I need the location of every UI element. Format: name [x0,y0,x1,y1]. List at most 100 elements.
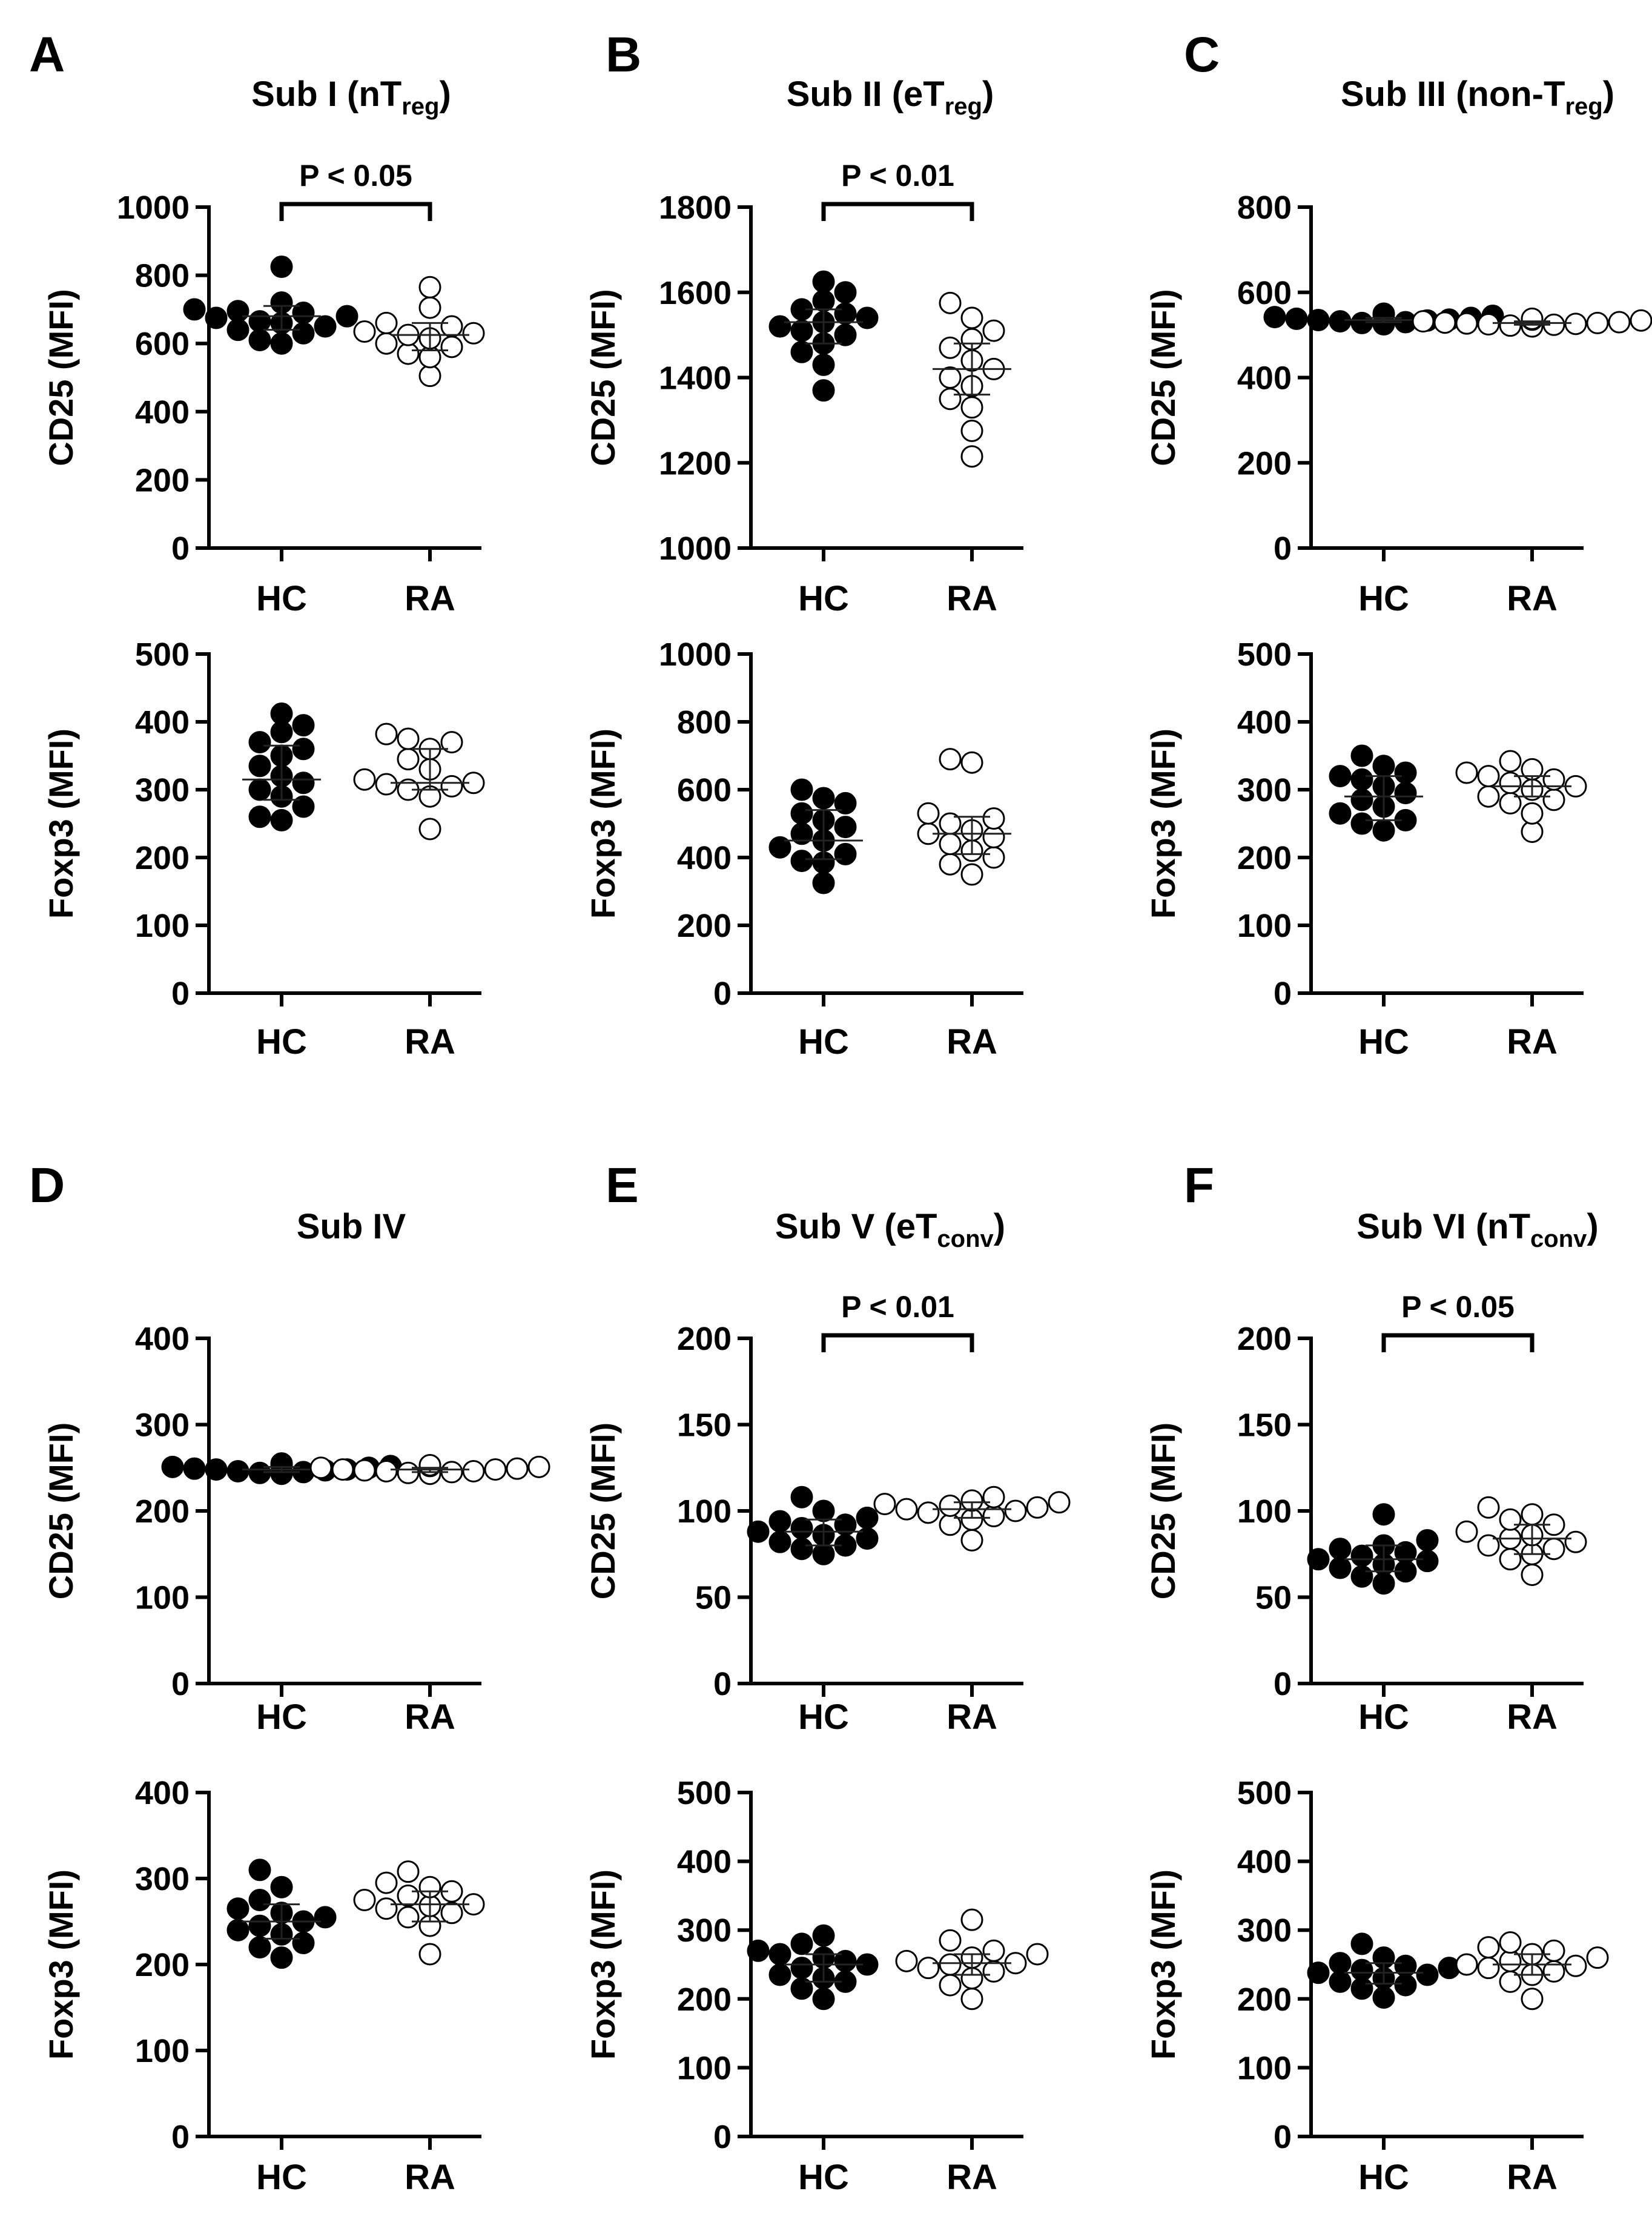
data-point [790,850,813,873]
y-tick-label: 400 [135,1321,190,1357]
data-point [790,1485,813,1508]
y-axis-label: Foxp3 (MFI) [584,1869,622,2060]
data-point [747,1939,770,1962]
y-tick-label: 600 [135,326,190,362]
data-point [314,315,337,338]
data-point [834,323,857,346]
data-point [982,807,1005,830]
y-tick-label: 1800 [659,190,732,226]
data-point [1499,1548,1522,1571]
series-hc [1307,1932,1461,2009]
data-point [1542,1939,1565,1962]
plot-foxp3: 0 200 400 600 800 1000 Foxp3 (MFI) HC RA [584,636,1023,1062]
data-point [1521,1563,1544,1586]
data-point [768,1943,791,1966]
data-point [939,336,962,359]
y-axis-label: Foxp3 (MFI) [1144,1869,1182,2060]
data-point [1372,1503,1395,1526]
plot-cd25: 0 100 200 300 400 CD25 (MFI) HC RA [42,1321,550,1737]
data-point [1285,307,1308,330]
data-point [917,802,940,825]
y-tick-label: 600 [1237,275,1292,311]
data-point [226,319,249,342]
data-point [960,1528,983,1551]
data-point [1372,1986,1395,2009]
title-subscript: reg [401,93,439,120]
significance-bracket [279,202,432,221]
data-point [440,335,463,359]
x-category-label: RA [947,1697,997,1737]
x-category-label: HC [256,2158,307,2197]
title-main: Sub V (eT [775,1207,937,1246]
y-tick-label: 800 [677,704,732,741]
p-value-label: P < 0.05 [299,159,412,193]
y-tick-label: 100 [135,908,190,944]
data-point [939,1494,962,1517]
y-axis-label: Foxp3 (MFI) [1144,729,1182,919]
y-tick-label: 400 [135,704,190,741]
data-point [205,306,228,329]
data-point [248,731,271,754]
y-tick-label: 800 [1237,190,1292,226]
data-point [812,353,835,376]
data-point [747,1520,770,1543]
y-tick-label: 50 [1255,1580,1292,1616]
data-point [1542,1538,1565,1561]
y-tick-label: 200 [677,1981,732,2018]
y-tick-label: 500 [135,636,190,673]
panel-letter: B [606,27,641,82]
data-point [1433,311,1456,334]
data-point [982,846,1005,869]
y-tick-label: 400 [677,1844,732,1880]
plot-cd25: 1000 1200 1400 1600 1800 CD25 (MFI) HC RA P < 0.… [584,159,1023,618]
panel-b: B Sub II (eTreg) 1000 1200 1400 1600 1800 CD25 … [584,27,1023,1062]
y-tick-label: 200 [1237,1321,1292,1357]
data-point [397,1906,420,1929]
data-point [1350,1977,1373,2000]
title-end: ) [1587,1207,1598,1246]
data-point [226,1918,249,1941]
data-point [917,1501,940,1524]
y-tick-label: 500 [1237,1775,1292,1811]
y-tick-label: 0 [713,1666,732,1702]
data-point [527,1455,550,1478]
data-point [1412,310,1435,333]
data-point [939,388,962,411]
data-point [248,778,271,801]
data-point [1394,1541,1417,1564]
y-tick-label: 300 [1237,1912,1292,1949]
p-value-label: P < 0.01 [841,1290,954,1324]
x-category-label: RA [405,579,455,618]
data-point [397,342,420,365]
y-tick-label: 200 [1237,1981,1292,2018]
data-point [375,311,398,334]
data-point [982,1939,1005,1962]
data-point [812,1542,835,1565]
data-point [270,808,293,831]
data-point [1477,1496,1500,1519]
data-point [960,1908,983,1931]
data-point [462,322,485,345]
data-point [1455,1520,1478,1543]
data-point [270,1946,293,1969]
data-point [1350,812,1373,835]
data-point [248,310,271,333]
data-point [1350,744,1373,767]
data-point [939,366,962,389]
y-tick-label: 0 [1274,976,1292,1012]
data-point [982,825,1005,848]
data-point [375,1897,398,1920]
y-tick-label: 200 [677,908,732,944]
data-point [1350,1565,1373,1588]
data-point [1329,1538,1352,1561]
y-tick-label: 100 [677,1493,732,1530]
y-axis-label: CD25 (MFI) [584,1423,622,1599]
data-point [1394,782,1417,805]
data-point [895,1949,918,1972]
data-point [248,1859,271,1882]
x-category-label: RA [1507,1022,1558,1062]
series-ra [933,291,1011,468]
title-end: ) [994,1207,1005,1246]
series-ra [917,748,1011,886]
data-point [939,1929,962,1952]
